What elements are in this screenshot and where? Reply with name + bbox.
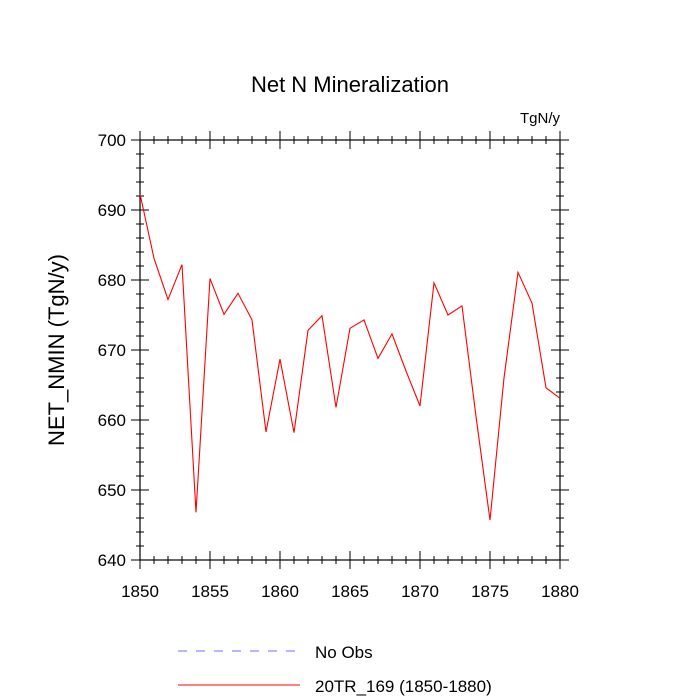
y-tick-label: 670	[98, 341, 126, 360]
axis-tick-labels: 640 650 660 670 680 690 700 1850 1855 1860 1865 187…	[98, 131, 579, 601]
units-label: TgN/y	[520, 110, 561, 127]
x-tick-label: 1850	[121, 582, 159, 601]
x-tick-label: 1870	[401, 582, 439, 601]
axis-ticks	[131, 131, 569, 569]
y-axis-label: NET_NMIN (TgN/y)	[44, 254, 69, 446]
y-tick-label: 660	[98, 411, 126, 430]
x-tick-label: 1865	[331, 582, 369, 601]
x-tick-label: 1875	[471, 582, 509, 601]
series-line-20tr-169	[139, 193, 561, 521]
legend-label-no-obs: No Obs	[315, 643, 373, 662]
plot-frame	[139, 139, 561, 561]
x-tick-label: 1880	[541, 582, 579, 601]
chart-title: Net N Mineralization	[251, 72, 449, 97]
legend-label-20tr-169: 20TR_169 (1850-1880)	[315, 677, 492, 696]
y-tick-label: 680	[98, 271, 126, 290]
x-tick-label: 1860	[261, 582, 299, 601]
y-tick-label: 640	[98, 551, 126, 570]
y-tick-label: 700	[98, 131, 126, 150]
x-tick-label: 1855	[191, 582, 229, 601]
legend: No Obs 20TR_169 (1850-1880)	[178, 643, 492, 696]
y-tick-label: 690	[98, 201, 126, 220]
y-tick-label: 650	[98, 481, 126, 500]
